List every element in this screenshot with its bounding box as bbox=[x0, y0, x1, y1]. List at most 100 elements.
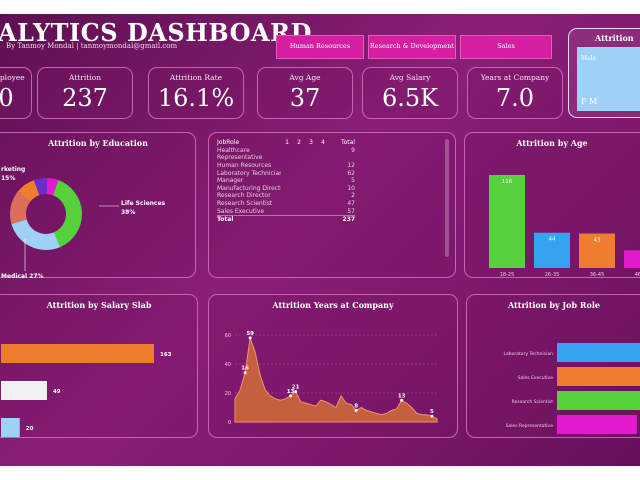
table-row: Laboratory Technician 62 bbox=[217, 169, 355, 177]
age-bar-panel: Attrition by Age 116 18-25 44 26-35 43 36-45 4… bbox=[464, 132, 640, 278]
salary-bar-chart: 163 49 20 bbox=[1, 344, 172, 437]
panel-title: Attrition by Salary Slab bbox=[46, 300, 152, 310]
salary-bar-5k-10k bbox=[1, 381, 47, 400]
filter-option-male[interactable]: Male bbox=[581, 55, 597, 62]
years-point bbox=[400, 398, 404, 402]
kpi-card-years-at-company: Years at Company 7.0 bbox=[467, 67, 563, 119]
dashboard-subtitle: By Tanmoy Mondal | tanmoymondal@gmail.co… bbox=[6, 42, 178, 50]
age-bar-46-55 bbox=[624, 250, 640, 268]
kpi-label: Avg Salary bbox=[389, 73, 431, 82]
kpi-value: 7.0 bbox=[495, 84, 535, 112]
table-cell: 1 bbox=[285, 139, 289, 147]
years-point-label: 5 bbox=[430, 409, 434, 415]
donut-slice-marketing bbox=[10, 191, 31, 224]
age-bar-value: 116 bbox=[502, 179, 513, 185]
kpi-value: 6.5K bbox=[381, 84, 439, 112]
jobrole-table: JobRole 1 2 3 4 Total Healthcare 9 Representativ… bbox=[217, 139, 355, 224]
donut-label: 15% bbox=[1, 175, 15, 182]
kpi-label: Years at Company bbox=[480, 73, 550, 82]
years-area bbox=[234, 337, 438, 423]
jobrole-bar-chart: Laboratory Technician Sales Executive Rese… bbox=[504, 343, 640, 434]
panel-title: Attrition Years at Company bbox=[272, 300, 394, 310]
education-donut-chart: Life Sciences 38% Medical 27% rketing 15% bbox=[1, 166, 166, 279]
kpi-card-avg-age: Avg Age 37 bbox=[257, 67, 353, 119]
jobrole-bar-research-scientist bbox=[557, 391, 640, 410]
age-tick-label: 18-25 bbox=[500, 272, 515, 278]
jobrole-table-panel: JobRole 1 2 3 4 Total Healthcare 9 Representativ… bbox=[208, 132, 456, 278]
table-cell: 10 bbox=[347, 184, 355, 192]
table-row: Healthcare 9 bbox=[217, 147, 355, 155]
jobrole-bar-sales-representative bbox=[557, 415, 637, 434]
years-point bbox=[248, 336, 252, 340]
kpi-value: 0 bbox=[0, 84, 14, 112]
table-cell: Total bbox=[217, 216, 234, 224]
table-cell: Manager bbox=[217, 177, 244, 185]
kpi-card-employee: Employee 0 bbox=[0, 67, 32, 119]
nav-human-resources-button[interactable]: Human Resources bbox=[276, 35, 364, 59]
table-cell: 2 bbox=[351, 192, 355, 200]
panel-title: Attrition by Job Role bbox=[507, 300, 601, 310]
salary-bar-upto-5k bbox=[1, 344, 154, 363]
years-area-panel: Attrition Years at Company 60 40 20 0 16 59 13… bbox=[208, 294, 458, 438]
table-row: Manufacturing Director 10 bbox=[217, 185, 355, 193]
table-row: Human Resources 12 bbox=[217, 162, 355, 170]
salary-bar-panel: Attrition by Salary Slab 163 49 20 bbox=[0, 294, 198, 438]
panel-title: Attrition by Education bbox=[48, 138, 148, 148]
filter-slicer[interactable]: Male F M bbox=[577, 47, 640, 111]
age-bar-26-35 bbox=[534, 232, 570, 268]
table-cell: 12 bbox=[347, 162, 355, 170]
table-cell: 4 bbox=[321, 139, 325, 147]
years-point bbox=[354, 408, 358, 412]
nav-sales-button[interactable]: Sales bbox=[460, 35, 552, 59]
table-cell: Sales Executive bbox=[217, 207, 265, 215]
table-cell: 2 bbox=[297, 139, 301, 147]
table-cell: Healthcare bbox=[217, 146, 250, 154]
donut-slice-life-sciences bbox=[52, 180, 82, 248]
donut-label: rketing bbox=[1, 166, 25, 173]
jobrole-category-label: Laboratory Technician bbox=[504, 351, 554, 357]
years-point-label: 8 bbox=[354, 403, 358, 409]
salary-bar-value: 49 bbox=[53, 389, 61, 395]
years-y-tick: 0 bbox=[228, 420, 231, 426]
table-cell: Research Director bbox=[217, 192, 271, 200]
years-point-label: 13 bbox=[287, 389, 295, 395]
kpi-value: 37 bbox=[289, 84, 321, 112]
jobrole-bar-sales-executive bbox=[557, 367, 640, 386]
donut-label: Medical 27% bbox=[1, 273, 44, 279]
table-cell: 3 bbox=[309, 139, 313, 147]
kpi-label: Attrition bbox=[68, 73, 102, 82]
kpi-label: Attrition Rate bbox=[169, 73, 223, 82]
years-point-label: 16 bbox=[241, 366, 249, 372]
table-cell: 9 bbox=[351, 146, 355, 154]
donut-slice-technical-degree bbox=[17, 180, 40, 203]
years-y-tick: 60 bbox=[225, 333, 231, 339]
table-scrollbar[interactable] bbox=[445, 139, 449, 257]
table-row: Research Director 2 bbox=[217, 192, 355, 200]
jobrole-category-label: Research Scientist bbox=[512, 399, 554, 405]
age-bar-value: 43 bbox=[594, 238, 601, 244]
salary-bar-value: 163 bbox=[160, 352, 172, 358]
table-cell: 237 bbox=[342, 216, 355, 224]
age-tick-label: 36-45 bbox=[590, 272, 605, 278]
filter-option-fm[interactable]: F M bbox=[581, 97, 598, 106]
kpi-label: Employee bbox=[0, 73, 25, 82]
age-tick-label: 26-35 bbox=[545, 272, 560, 278]
table-cell: JobRole bbox=[217, 139, 240, 147]
age-bar-36-45 bbox=[579, 233, 615, 268]
donut-label: Life Sciences bbox=[121, 200, 166, 207]
table-row: Total 237 bbox=[217, 214, 355, 224]
donut-slice-medical bbox=[11, 218, 61, 250]
education-donut-panel: Attrition by Education Life Sciences 38% M… bbox=[0, 132, 196, 279]
kpi-value: 237 bbox=[62, 84, 108, 112]
donut-slice-human-resources bbox=[46, 178, 59, 196]
years-point bbox=[294, 390, 298, 394]
salary-bar-10k-15k bbox=[1, 418, 20, 437]
kpi-card-attrition-rate: Attrition Rate 16.1% bbox=[148, 67, 244, 119]
years-point-label: 59 bbox=[246, 331, 254, 337]
table-cell: 62 bbox=[347, 169, 355, 177]
kpi-card-avg-salary: Avg Salary 6.5K bbox=[362, 67, 458, 119]
kpi-value: 16.1% bbox=[157, 84, 235, 112]
nav-research-development-button[interactable]: Research & Development bbox=[368, 35, 456, 59]
